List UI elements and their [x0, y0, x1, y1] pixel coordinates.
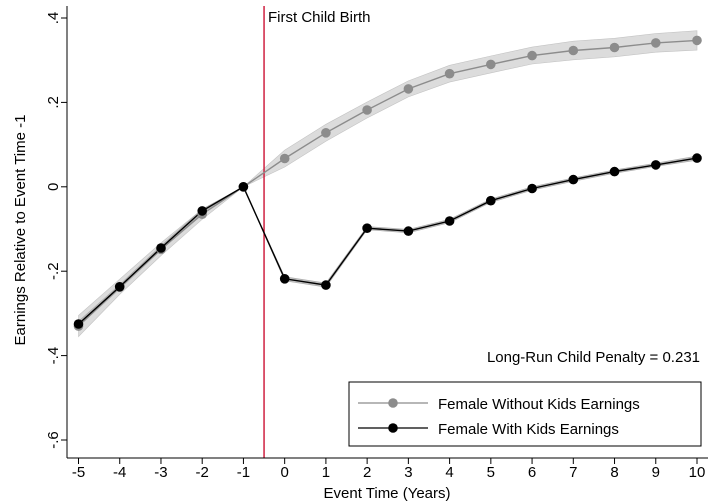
data-point-without-kids — [403, 84, 414, 94]
data-point-with-kids — [651, 160, 661, 170]
child-penalty-annotation: Long-Run Child Penalty = 0.231 — [487, 349, 700, 366]
legend: Female Without Kids Earnings Female With… — [348, 381, 702, 447]
data-point-without-kids — [362, 105, 372, 115]
data-point-with-kids — [73, 319, 84, 329]
series-lines — [78, 39, 698, 327]
data-point-with-kids — [362, 223, 372, 233]
x-tick-label: 10 — [689, 464, 706, 481]
x-tick-label: 5 — [487, 464, 495, 481]
data-point-without-kids — [568, 45, 579, 56]
x-tick-label: -2 — [196, 464, 209, 481]
axes: .4 .2 0 -.2 -.4 -.6 -5 -4 -3 -2 -1 0 1 2 3 4 5 6 7 8 9 10 — [45, 6, 708, 481]
legend-swatch-marker — [388, 423, 398, 433]
data-point-with-kids — [321, 280, 331, 290]
x-tick-label: 6 — [528, 464, 536, 481]
ci-band-without-kids — [78, 30, 698, 338]
x-tick-label: 9 — [652, 464, 660, 481]
data-point-with-kids — [238, 182, 249, 192]
data-point-without-kids — [444, 68, 455, 79]
data-point-without-kids — [486, 59, 496, 70]
y-tick-label: -.2 — [45, 262, 62, 280]
legend-item-without-kids: Female Without Kids Earnings — [358, 396, 640, 413]
x-tick-label: 4 — [445, 464, 453, 481]
x-tick-label: -1 — [237, 464, 250, 481]
x-tick-label: 3 — [404, 464, 412, 481]
x-tick-label: 8 — [610, 464, 618, 481]
x-tick-label: 7 — [569, 464, 577, 481]
x-tick-label: 1 — [322, 464, 330, 481]
series-line-with-kids — [78, 157, 698, 325]
data-point-with-kids — [527, 183, 537, 194]
x-tick-label: -5 — [72, 464, 85, 481]
data-point-without-kids — [651, 38, 661, 48]
legend-swatch-marker — [388, 398, 398, 408]
legend-label: Female With Kids Earnings — [438, 421, 619, 438]
data-point-without-kids — [609, 42, 620, 53]
data-point-with-kids — [444, 216, 455, 226]
y-tick-label: -.4 — [45, 347, 62, 365]
x-tick-label: -3 — [154, 464, 167, 481]
x-tick-label: -4 — [113, 464, 126, 481]
y-tick-label: -.6 — [45, 431, 62, 449]
series-points — [73, 35, 702, 331]
data-point-without-kids — [692, 35, 702, 46]
legend-label: Female Without Kids Earnings — [438, 396, 640, 413]
y-tick-label: 0 — [45, 183, 62, 191]
data-point-with-kids — [609, 166, 620, 177]
y-tick-label: .2 — [45, 96, 62, 109]
data-point-without-kids — [527, 50, 537, 61]
y-tick-label: .4 — [45, 12, 62, 25]
data-point-with-kids — [156, 243, 166, 253]
data-point-with-kids — [403, 226, 414, 236]
x-tick-label: 0 — [280, 464, 288, 481]
y-axis-label: Earnings Relative to Event Time -1 — [12, 115, 29, 346]
data-point-without-kids — [279, 153, 290, 164]
data-point-with-kids — [114, 282, 125, 292]
data-point-with-kids — [197, 206, 207, 216]
legend-item-with-kids: Female With Kids Earnings — [358, 421, 619, 438]
data-point-with-kids — [486, 195, 496, 206]
x-axis-label: Event Time (Years) — [324, 485, 451, 502]
data-point-with-kids — [568, 174, 579, 185]
event-line-label: First Child Birth — [268, 9, 371, 26]
data-point-with-kids — [692, 153, 702, 163]
legend-box — [348, 381, 702, 447]
data-point-with-kids — [279, 274, 290, 284]
x-tick-label: 2 — [363, 464, 371, 481]
data-point-without-kids — [321, 128, 331, 138]
series-line-without-kids — [78, 39, 698, 327]
